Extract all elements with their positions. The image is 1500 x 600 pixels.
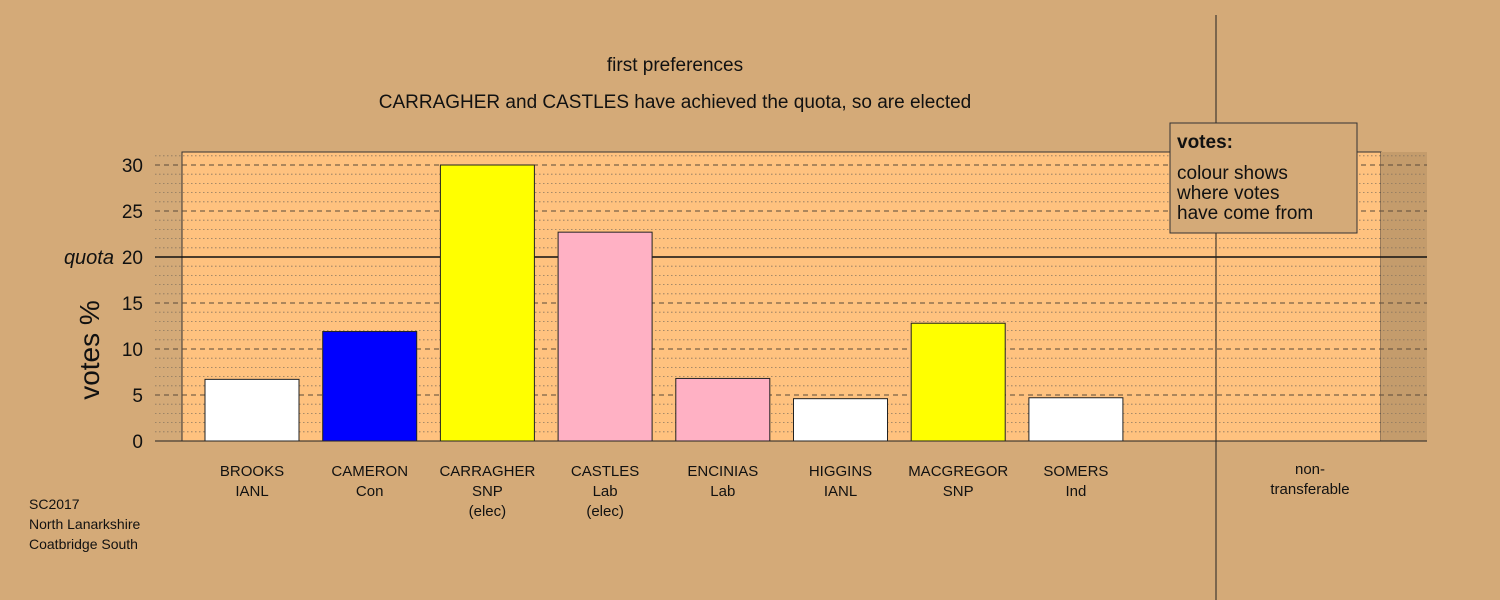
y-tick-label: 5 — [132, 386, 143, 407]
x-tick-label-nontransferable: non- — [1295, 461, 1325, 478]
bars — [204, 164, 1124, 442]
bar-castles — [557, 231, 653, 442]
y-tick-label: 30 — [122, 156, 143, 177]
x-tick-label: Lab — [593, 483, 618, 500]
x-tick-label: Ind — [1065, 483, 1086, 500]
bar-encinias — [675, 377, 771, 442]
y-tick-label: 20 — [122, 248, 143, 269]
legend-title: votes: — [1177, 132, 1233, 153]
x-tick-label: SNP — [472, 483, 503, 500]
y-tick-label: 0 — [132, 432, 143, 453]
bar-higgins — [793, 398, 888, 442]
y-tick-label: 10 — [122, 340, 143, 361]
x-tick-label: IANL — [235, 483, 268, 500]
legend-line: have come from — [1177, 203, 1313, 224]
source-line: SC2017 — [29, 496, 80, 512]
source-note: SC2017 North Lanarkshire Coatbridge Sout… — [29, 494, 140, 554]
x-tick-label: BROOKS — [220, 463, 284, 480]
legend-line: where votes — [1176, 183, 1279, 204]
x-tick-label-nontransferable: transferable — [1270, 481, 1349, 498]
legend: votes: colour shows where votes have com… — [1169, 122, 1358, 234]
x-tick-label: HIGGINS — [809, 463, 872, 480]
bar-cameron — [322, 331, 418, 442]
legend-box — [1169, 122, 1358, 234]
bar-somers — [1028, 397, 1124, 442]
x-tick-label: ENCINIAS — [687, 463, 758, 480]
chart-subtitle: CARRAGHER and CASTLES have achieved the … — [379, 92, 972, 113]
source-line: Coatbridge South — [29, 536, 138, 552]
x-tick-label: CARRAGHER — [439, 463, 535, 480]
x-tick-label: CAMERON — [331, 463, 408, 480]
x-tick-label: Con — [356, 483, 384, 500]
x-tick-label: CASTLES — [571, 463, 639, 480]
x-tick-label: SNP — [943, 483, 974, 500]
x-tick-label: (elec) — [586, 503, 624, 520]
x-tick-label: IANL — [824, 483, 857, 500]
bar-carragher — [439, 164, 535, 442]
plot-panel-right-strip — [1381, 152, 1427, 441]
x-labels: BROOKS IANL CAMERON Con CARRAGHER SNP (elec) CA… — [220, 461, 1350, 520]
x-tick-label: MACGREGOR — [908, 463, 1008, 480]
legend-line: colour shows — [1177, 163, 1288, 184]
x-tick-label: SOMERS — [1043, 463, 1108, 480]
x-tick-label: (elec) — [469, 503, 507, 520]
y-ticks: 0 5 10 15 20 25 30 quota — [64, 156, 143, 453]
y-tick-label: 25 — [122, 202, 143, 223]
y-tick-label: 15 — [122, 294, 143, 315]
chart-title: first preferences — [607, 55, 743, 76]
quota-label: quota — [64, 247, 114, 269]
bar-brooks — [204, 378, 300, 442]
bar-macgregor — [910, 322, 1006, 442]
y-axis-label: votes % — [74, 300, 105, 400]
source-line: North Lanarkshire — [29, 516, 141, 532]
x-tick-label: Lab — [710, 483, 735, 500]
